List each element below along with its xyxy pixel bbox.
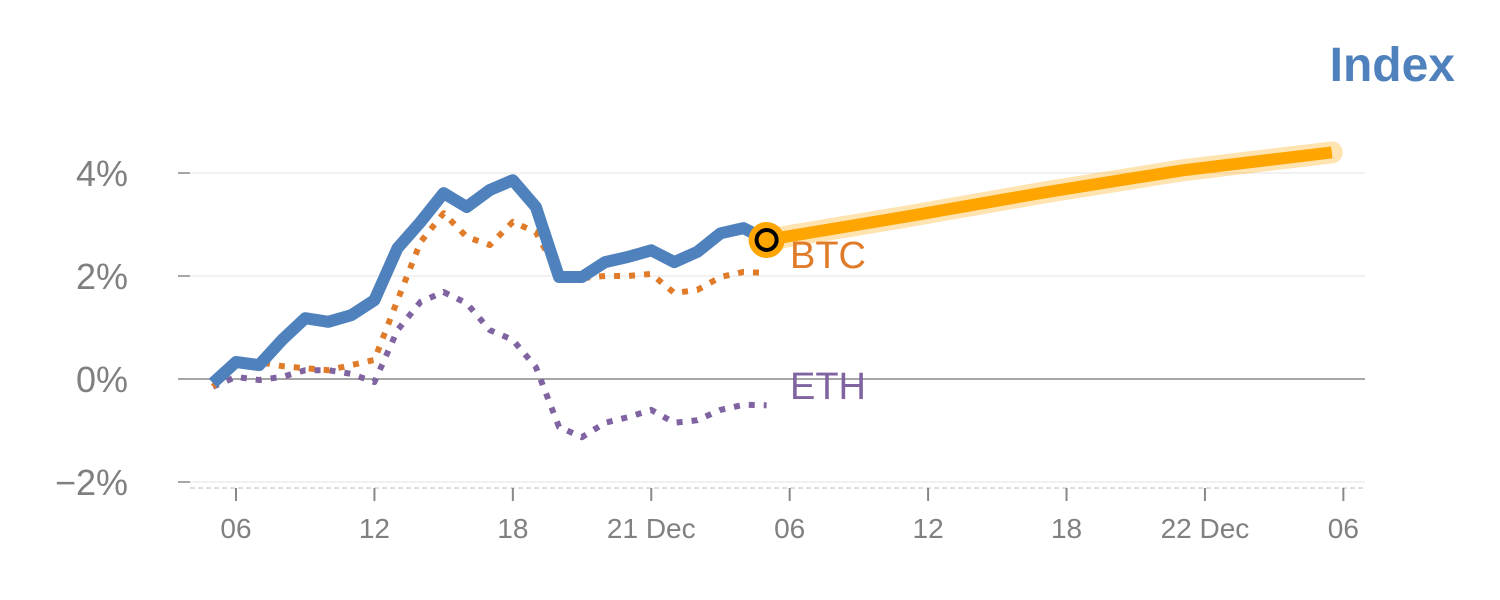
x-tick-label: 06 — [1328, 513, 1359, 544]
current-value-marker-ring — [754, 227, 779, 252]
y-tick-label: −2% — [55, 462, 128, 503]
x-tick-label: 12 — [359, 513, 390, 544]
btc-label: BTC — [790, 235, 866, 277]
x-tick-label: 21 Dec — [607, 513, 696, 544]
x-tick-label: 18 — [1051, 513, 1082, 544]
btc-line — [210, 210, 767, 389]
forecast-line — [765, 146, 1333, 246]
x-tick-label: 06 — [774, 513, 805, 544]
y-tick-label: 0% — [76, 359, 128, 400]
x-tick-label: 06 — [220, 513, 251, 544]
y-tick-label: 4% — [76, 153, 128, 194]
eth-line — [211, 289, 767, 441]
x-tick-label: 18 — [497, 513, 528, 544]
y-tick-label: 2% — [76, 256, 128, 297]
x-tick-label: 22 Dec — [1161, 513, 1250, 544]
index-line — [208, 174, 770, 388]
eth-label: ETH — [790, 366, 866, 408]
chart-title: Index — [1330, 39, 1456, 92]
x-tick-label: 12 — [913, 513, 944, 544]
